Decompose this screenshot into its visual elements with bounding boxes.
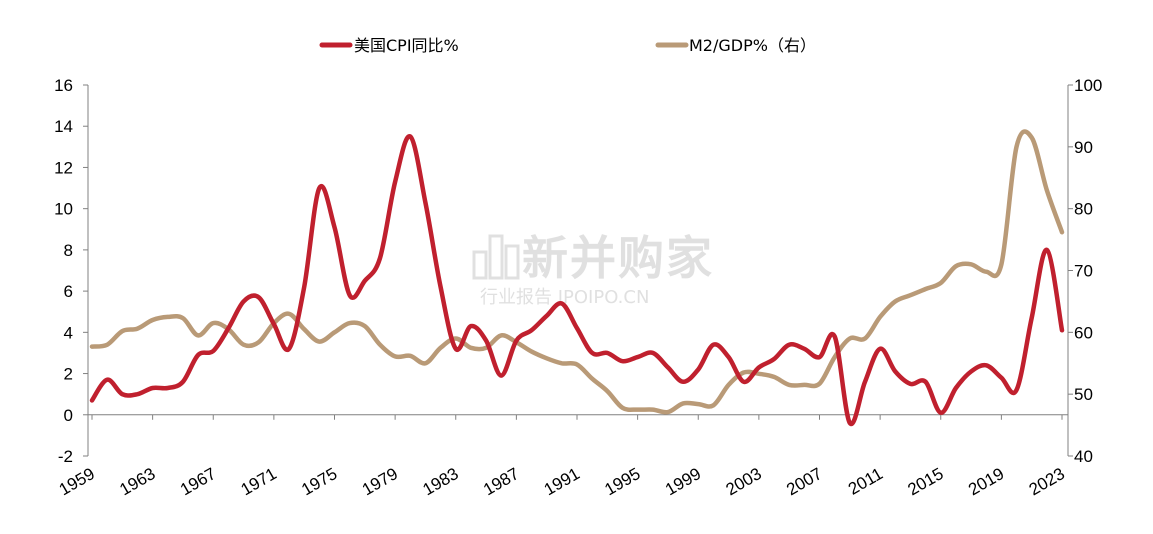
right-tick-label: 90 <box>1074 138 1093 157</box>
left-tick-label: 14 <box>54 117 73 136</box>
x-tick-label: 2003 <box>723 464 765 499</box>
legend-label-cpi: 美国CPI同比% <box>354 36 459 55</box>
series-line-m2gdp <box>89 129 1065 415</box>
x-tick-label: 1979 <box>359 464 401 499</box>
x-tick-label: 1995 <box>601 464 643 499</box>
x-tick-label: 2015 <box>904 464 946 499</box>
right-tick-label: 80 <box>1074 200 1093 219</box>
right-y-ticks: 40 50 60 70 80 90 100 <box>1068 76 1102 466</box>
x-tick-label: 2019 <box>965 464 1007 499</box>
left-tick-label: 16 <box>54 76 73 95</box>
left-tick-label: 2 <box>64 365 73 384</box>
right-tick-label: 60 <box>1074 323 1093 342</box>
x-tick-label: 1983 <box>419 464 461 499</box>
right-tick-label: 70 <box>1074 262 1093 281</box>
x-tick-label: 1963 <box>116 464 158 499</box>
legend: 美国CPI同比% M2/GDP%（右） <box>319 36 816 55</box>
right-tick-label: 100 <box>1074 76 1102 95</box>
left-tick-label: 0 <box>64 406 73 425</box>
watermark-sub: 行业报告 IPOIPO.CN <box>480 287 649 308</box>
x-tick-label: 1959 <box>56 464 98 499</box>
left-tick-label: 12 <box>54 158 73 177</box>
x-tick-label: 1987 <box>480 464 522 499</box>
x-tick-label: 1991 <box>541 464 583 499</box>
left-tick-label: 10 <box>54 200 73 219</box>
left-tick-label: -2 <box>58 447 73 466</box>
x-tick-label: 1971 <box>238 464 280 499</box>
left-y-ticks: -2 0 2 4 6 8 10 12 14 16 <box>54 76 88 466</box>
x-tick-label: 1975 <box>298 464 340 499</box>
series-lines <box>89 129 1065 427</box>
watermark: 新并购家 行业报告 IPOIPO.CN <box>472 231 714 308</box>
left-tick-label: 8 <box>64 241 73 260</box>
right-tick-label: 50 <box>1074 385 1093 404</box>
x-tick-label: 2011 <box>845 464 886 499</box>
right-tick-label: 40 <box>1074 447 1093 466</box>
x-tick-label: 2007 <box>783 464 825 499</box>
watermark-logo-icon <box>472 234 520 280</box>
watermark-main: 新并购家 <box>522 231 714 285</box>
series-line-cpi <box>89 134 1065 427</box>
x-ticks: 1959 1963 1967 1971 1975 1979 1983 1987 1991 1995… <box>56 414 1068 499</box>
legend-label-m2gdp: M2/GDP%（右） <box>689 36 816 55</box>
x-tick-label: 1967 <box>177 464 219 499</box>
left-tick-label: 6 <box>64 282 73 301</box>
x-tick-label: 1999 <box>662 464 704 499</box>
x-tick-label: 2023 <box>1026 464 1068 499</box>
left-tick-label: 4 <box>64 323 73 342</box>
